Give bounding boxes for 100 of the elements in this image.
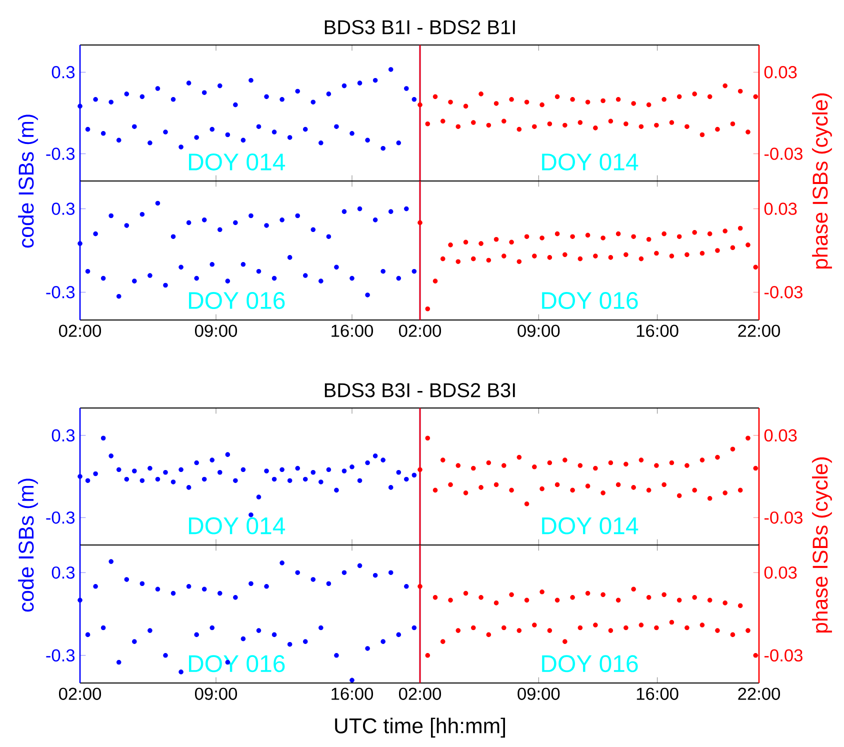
point bbox=[116, 467, 122, 472]
point bbox=[486, 122, 492, 128]
point bbox=[202, 90, 207, 95]
point bbox=[700, 458, 705, 462]
point bbox=[350, 276, 354, 281]
point bbox=[132, 124, 137, 129]
point bbox=[310, 577, 316, 582]
point bbox=[155, 586, 160, 592]
point bbox=[396, 276, 402, 281]
point bbox=[448, 598, 453, 603]
point bbox=[463, 104, 468, 109]
point bbox=[638, 622, 644, 628]
point bbox=[78, 474, 82, 479]
point bbox=[287, 642, 292, 647]
point bbox=[585, 590, 590, 596]
point bbox=[608, 255, 614, 260]
point bbox=[202, 586, 207, 592]
point bbox=[638, 458, 644, 462]
point bbox=[334, 124, 339, 129]
point bbox=[547, 460, 552, 466]
point bbox=[388, 570, 394, 575]
y-axis-title: phase ISBs (cycle) bbox=[812, 457, 832, 633]
point bbox=[342, 209, 347, 214]
point bbox=[722, 490, 728, 496]
point bbox=[342, 468, 347, 474]
point bbox=[624, 252, 628, 258]
point bbox=[448, 242, 453, 248]
y-tick-label: -0.3 bbox=[46, 148, 75, 160]
annotation: DOY 014 bbox=[189, 153, 286, 170]
point bbox=[722, 228, 728, 234]
point bbox=[638, 256, 644, 262]
point bbox=[684, 252, 690, 258]
point bbox=[202, 218, 207, 222]
point bbox=[388, 209, 394, 214]
point bbox=[456, 628, 461, 633]
point bbox=[116, 660, 122, 665]
point bbox=[295, 466, 300, 471]
point bbox=[616, 598, 621, 603]
point bbox=[365, 292, 370, 298]
point bbox=[124, 92, 130, 96]
point bbox=[700, 622, 705, 628]
point bbox=[412, 268, 417, 274]
x-tick-label: 02:00 bbox=[398, 688, 442, 700]
point bbox=[638, 124, 644, 129]
point bbox=[654, 625, 659, 630]
point bbox=[585, 232, 590, 238]
point bbox=[562, 122, 568, 128]
point bbox=[302, 126, 308, 132]
point bbox=[692, 230, 697, 235]
point bbox=[132, 468, 137, 474]
point bbox=[509, 592, 514, 598]
point bbox=[470, 256, 476, 262]
y-tick-label: 0.03 bbox=[764, 66, 797, 78]
point bbox=[425, 306, 430, 312]
point bbox=[100, 130, 106, 136]
point bbox=[707, 496, 712, 501]
point bbox=[662, 96, 666, 102]
point bbox=[432, 595, 438, 600]
point bbox=[264, 584, 269, 589]
point bbox=[669, 120, 674, 125]
point bbox=[295, 570, 300, 575]
point bbox=[326, 92, 332, 96]
point bbox=[295, 213, 300, 218]
point bbox=[412, 96, 417, 102]
point bbox=[272, 476, 277, 482]
point bbox=[380, 458, 386, 462]
point bbox=[646, 595, 652, 600]
point bbox=[233, 595, 238, 600]
point bbox=[540, 486, 544, 492]
y-tick-label: 0.3 bbox=[52, 566, 75, 579]
point bbox=[554, 94, 560, 100]
point bbox=[280, 218, 284, 222]
point bbox=[585, 100, 590, 105]
y-tick-label: 0.03 bbox=[764, 566, 797, 579]
chart-title: BDS3 B3I - BDS2 B3I bbox=[324, 383, 515, 398]
point bbox=[456, 259, 461, 264]
point bbox=[418, 220, 422, 226]
point bbox=[256, 268, 262, 274]
point bbox=[357, 563, 362, 568]
point bbox=[425, 436, 430, 441]
y-tick-label: 0.03 bbox=[764, 429, 797, 442]
point bbox=[85, 126, 90, 132]
point bbox=[700, 250, 705, 256]
point bbox=[578, 463, 583, 468]
annotation: DOY 014 bbox=[189, 517, 286, 534]
point bbox=[350, 678, 354, 683]
point bbox=[380, 268, 386, 274]
point bbox=[738, 603, 743, 608]
annotation: DOY 014 bbox=[542, 153, 638, 170]
point bbox=[256, 124, 262, 129]
point bbox=[570, 234, 575, 239]
x-tick-label: 09:00 bbox=[194, 688, 238, 700]
point bbox=[140, 581, 145, 586]
point bbox=[509, 488, 514, 493]
point bbox=[524, 234, 530, 239]
x-tick-label: 16:00 bbox=[636, 688, 678, 700]
point bbox=[746, 436, 750, 441]
point bbox=[170, 480, 176, 484]
point bbox=[280, 96, 284, 102]
x-tick-label: 22:00 bbox=[738, 324, 780, 337]
